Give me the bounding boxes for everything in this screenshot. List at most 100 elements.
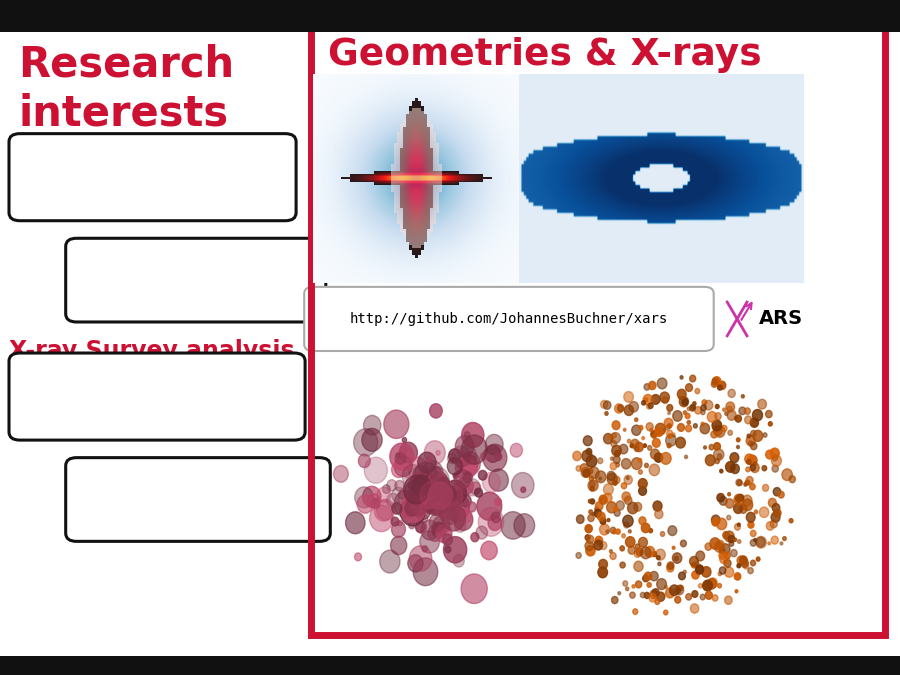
Circle shape [710,538,720,549]
Circle shape [633,609,638,614]
Circle shape [442,502,454,515]
Circle shape [678,389,686,399]
Circle shape [479,470,487,480]
Circle shape [670,585,679,595]
Circle shape [657,556,660,560]
Circle shape [719,496,727,506]
Circle shape [772,454,778,461]
Circle shape [789,476,796,483]
Circle shape [671,433,675,437]
Circle shape [737,523,740,526]
Circle shape [614,477,620,483]
Circle shape [627,439,631,443]
Circle shape [747,460,751,464]
Circle shape [446,499,456,512]
Circle shape [676,437,686,448]
Circle shape [580,464,589,472]
Circle shape [483,444,507,471]
Circle shape [404,476,428,504]
Circle shape [582,450,592,462]
Circle shape [712,518,718,526]
Circle shape [720,554,729,564]
Circle shape [400,442,418,463]
Circle shape [604,493,612,503]
Circle shape [467,502,476,512]
Circle shape [422,495,438,514]
Circle shape [460,455,478,475]
Circle shape [598,512,605,521]
Circle shape [622,534,626,538]
Circle shape [682,399,688,405]
Circle shape [495,453,502,460]
Circle shape [714,449,724,460]
Circle shape [748,568,753,574]
Circle shape [771,536,778,544]
Circle shape [744,408,751,414]
Text: Geometries & X-rays: Geometries & X-rays [328,37,762,73]
Circle shape [426,467,449,494]
Circle shape [648,403,653,408]
Circle shape [399,490,406,499]
Circle shape [627,502,638,514]
Circle shape [716,541,724,550]
Circle shape [642,437,644,439]
Circle shape [421,495,431,507]
Circle shape [729,541,733,546]
Circle shape [742,499,752,511]
Circle shape [762,466,767,471]
Circle shape [437,481,445,489]
Circle shape [454,520,466,533]
Circle shape [655,423,666,435]
Circle shape [590,486,594,491]
Circle shape [719,551,725,560]
Circle shape [721,544,730,554]
Circle shape [737,564,741,568]
Circle shape [423,481,446,507]
Circle shape [628,530,631,533]
Circle shape [485,435,503,455]
Circle shape [770,520,778,528]
Circle shape [639,537,647,547]
Text: X-ray Survey analysis: X-ray Survey analysis [9,339,294,363]
Circle shape [758,400,767,409]
Circle shape [424,490,436,503]
Circle shape [736,446,740,449]
Text: ARS: ARS [759,309,803,329]
Circle shape [367,493,380,508]
Circle shape [634,446,639,452]
FancyBboxPatch shape [304,287,714,351]
FancyBboxPatch shape [66,238,326,322]
Circle shape [430,492,436,499]
Circle shape [735,415,742,422]
Circle shape [452,446,471,467]
Circle shape [717,493,725,502]
Circle shape [613,456,620,463]
Circle shape [703,571,706,574]
Circle shape [583,470,590,477]
Circle shape [459,452,481,476]
Circle shape [626,537,634,547]
Circle shape [613,529,617,534]
Circle shape [387,493,400,508]
Circle shape [747,434,751,438]
Circle shape [488,515,501,531]
Circle shape [655,510,663,518]
Circle shape [428,498,443,515]
Circle shape [594,510,601,518]
Circle shape [410,497,428,516]
Text: Nested Sampling &
PyMultiNest: Nested Sampling & PyMultiNest [118,480,278,519]
Circle shape [418,474,443,502]
Circle shape [766,522,774,531]
Circle shape [588,480,598,491]
Circle shape [363,486,381,507]
Circle shape [731,464,739,474]
Circle shape [427,490,438,503]
Circle shape [739,407,746,414]
Circle shape [683,570,687,574]
Circle shape [769,422,772,426]
Circle shape [736,438,740,442]
Circle shape [701,410,705,414]
Circle shape [402,486,412,497]
Circle shape [581,468,590,477]
Circle shape [636,548,644,556]
